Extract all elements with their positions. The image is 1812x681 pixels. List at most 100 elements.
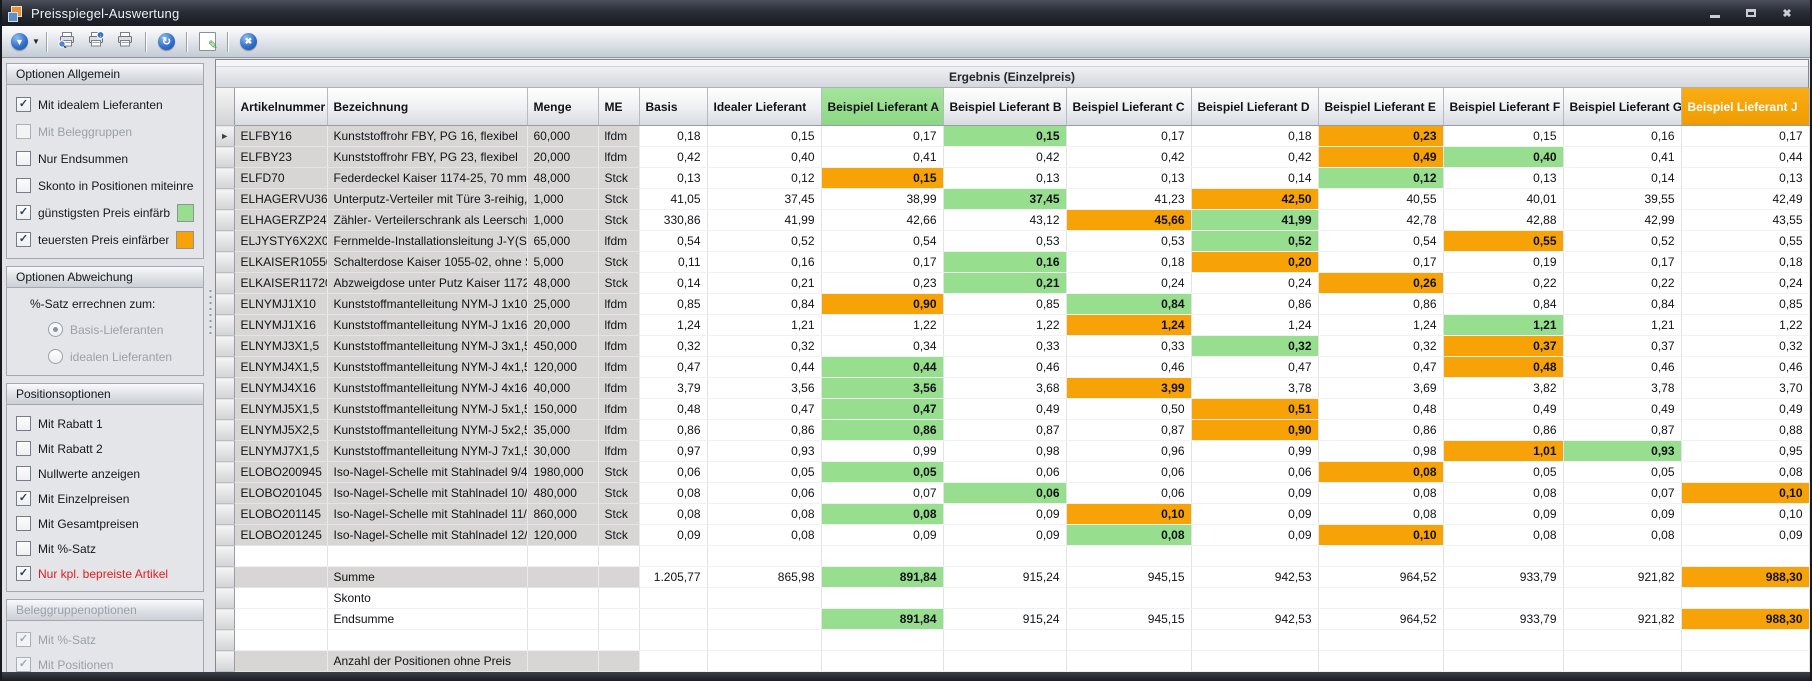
cell-lieferant-b[interactable]: 43,12 xyxy=(943,209,1067,231)
cell-lieferant-a[interactable]: 0,09 xyxy=(821,524,944,546)
column-header-me[interactable]: ME xyxy=(598,88,640,126)
cell-lieferant-c[interactable]: 0,17 xyxy=(1066,125,1192,147)
cell-lieferant-b[interactable]: 0,16 xyxy=(943,251,1067,273)
cell-idealer-lieferant[interactable]: 0,52 xyxy=(707,230,822,252)
splitter[interactable] xyxy=(207,58,215,672)
cell-bezeichnung[interactable]: Zähler- Verteilerschrank als Leerschra..… xyxy=(327,209,528,231)
cell-lieferant-j[interactable]: 0,55 xyxy=(1681,230,1810,252)
cell-lieferant-c[interactable]: 0,53 xyxy=(1066,230,1192,252)
cell-me[interactable]: lfdm xyxy=(598,125,640,147)
cell-basis[interactable]: 330,86 xyxy=(639,209,708,231)
cell-basis[interactable]: 0,32 xyxy=(639,335,708,357)
cell-bezeichnung[interactable]: Kunststoffrohr FBY, PG 23, flexibel xyxy=(327,146,528,168)
cell-lieferant-b[interactable]: 0,49 xyxy=(943,398,1067,420)
cell-lieferant-g[interactable]: 0,84 xyxy=(1563,293,1682,315)
cell-lieferant-c[interactable]: 45,66 xyxy=(1066,209,1192,231)
column-header-lieferant-a[interactable]: Beispiel Lieferant A xyxy=(821,88,944,126)
row-indicator[interactable] xyxy=(216,503,235,525)
cell-lieferant-g[interactable]: 0,93 xyxy=(1563,440,1682,462)
checkbox-icon[interactable] xyxy=(16,416,31,431)
row-indicator[interactable] xyxy=(216,482,235,504)
cell-lieferant-g[interactable]: 0,08 xyxy=(1563,524,1682,546)
cell-lieferant-e[interactable]: 1,24 xyxy=(1318,314,1444,336)
cell-me[interactable]: lfdm xyxy=(598,314,640,336)
cell-lieferant-g[interactable]: 3,78 xyxy=(1563,377,1682,399)
cell-bezeichnung[interactable]: Fernmelde-Installationsleitung J-Y(ST)..… xyxy=(327,230,528,252)
cell-menge[interactable]: 1,000 xyxy=(527,188,599,210)
table-row[interactable]: ELNYMJ1X16 Kunststoffmantelleitung NYM-J … xyxy=(216,314,1810,336)
cell-basis[interactable]: 0,54 xyxy=(639,230,708,252)
cell-menge[interactable]: 5,000 xyxy=(527,251,599,273)
cell-basis[interactable]: 0,06 xyxy=(639,461,708,483)
cell-lieferant-c[interactable]: 1,24 xyxy=(1066,314,1192,336)
print-preview-button[interactable] xyxy=(54,30,81,54)
checkbox-icon[interactable] xyxy=(16,466,31,481)
row-indicator[interactable] xyxy=(216,230,235,252)
row-indicator[interactable] xyxy=(216,524,235,546)
cell-me[interactable]: lfdm xyxy=(598,356,640,378)
cell-lieferant-c[interactable]: 0,13 xyxy=(1066,167,1192,189)
table-row[interactable]: ELNYMJ5X1,5 Kunststoffmantelleitung NYM-J… xyxy=(216,398,1810,420)
column-header-bezeichnung[interactable]: Bezeichnung xyxy=(327,88,528,126)
checkbox-icon[interactable]: ✓ xyxy=(16,566,31,581)
checkbox-icon[interactable] xyxy=(16,151,31,166)
cell-lieferant-j[interactable]: 0,10 xyxy=(1681,482,1810,504)
cell-lieferant-b[interactable]: 0,98 xyxy=(943,440,1067,462)
cell-artikelnummer[interactable]: ELNYMJ1X16 xyxy=(234,314,328,336)
checkbox-nullwerte-anzeigen[interactable]: Nullwerte anzeigen xyxy=(14,461,196,486)
cell-lieferant-e[interactable]: 0,32 xyxy=(1318,335,1444,357)
cell-lieferant-e[interactable]: 0,26 xyxy=(1318,272,1444,294)
table-row[interactable]: ELNYMJ4X16 Kunststoffmantelleitung NYM-J … xyxy=(216,377,1810,399)
cell-lieferant-f[interactable]: 0,86 xyxy=(1443,419,1564,441)
cell-lieferant-g[interactable]: 1,21 xyxy=(1563,314,1682,336)
row-indicator[interactable] xyxy=(216,251,235,273)
cell-lieferant-g[interactable]: 0,52 xyxy=(1563,230,1682,252)
cell-idealer-lieferant[interactable]: 0,21 xyxy=(707,272,822,294)
cell-lieferant-j[interactable]: 0,32 xyxy=(1681,335,1810,357)
refresh-button[interactable]: ↻ xyxy=(153,30,180,54)
cell-lieferant-b[interactable]: 3,68 xyxy=(943,377,1067,399)
table-row[interactable]: ELNYMJ5X2,5 Kunststoffmantelleitung NYM-J… xyxy=(216,419,1810,441)
cell-lieferant-b[interactable]: 0,13 xyxy=(943,167,1067,189)
cell-basis[interactable]: 0,48 xyxy=(639,398,708,420)
cell-artikelnummer[interactable]: ELJYSTY6X2X0,8 xyxy=(234,230,328,252)
cell-basis[interactable]: 1,24 xyxy=(639,314,708,336)
cell-basis[interactable]: 0,47 xyxy=(639,356,708,378)
cell-lieferant-e[interactable]: 0,10 xyxy=(1318,524,1444,546)
cell-lieferant-g[interactable]: 0,87 xyxy=(1563,419,1682,441)
checkbox-icon[interactable] xyxy=(16,516,31,531)
table-row[interactable]: ELOBO201245 Iso-Nagel-Schelle mit Stahlna… xyxy=(216,524,1810,546)
table-row[interactable]: ELJYSTY6X2X0,8Fernmelde-Installationslei… xyxy=(216,230,1810,252)
cell-lieferant-b[interactable]: 0,09 xyxy=(943,503,1067,525)
cell-artikelnummer[interactable]: ELKAISER117202 xyxy=(234,272,328,294)
row-indicator[interactable] xyxy=(216,440,235,462)
cell-menge[interactable]: 20,000 xyxy=(527,314,599,336)
cell-lieferant-c[interactable]: 0,10 xyxy=(1066,503,1192,525)
cell-menge[interactable]: 1980,000 xyxy=(527,461,599,483)
checkbox-icon[interactable]: ✓ xyxy=(16,491,31,506)
column-header-lieferant-g[interactable]: Beispiel Lieferant G xyxy=(1563,88,1682,126)
cell-bezeichnung[interactable]: Kunststoffmantelleitung NYM-J 1x16 q... xyxy=(327,314,528,336)
cell-idealer-lieferant[interactable]: 0,12 xyxy=(707,167,822,189)
cell-lieferant-g[interactable]: 0,05 xyxy=(1563,461,1682,483)
cell-lieferant-j[interactable]: 43,55 xyxy=(1681,209,1810,231)
cell-lieferant-a[interactable]: 0,17 xyxy=(821,251,944,273)
cell-idealer-lieferant[interactable]: 1,21 xyxy=(707,314,822,336)
cell-lieferant-f[interactable]: 0,37 xyxy=(1443,335,1564,357)
cell-bezeichnung[interactable]: Abzweigdose unter Putz Kaiser 1172-02 xyxy=(327,272,528,294)
cell-lieferant-f[interactable]: 42,88 xyxy=(1443,209,1564,231)
cell-lieferant-j[interactable]: 1,22 xyxy=(1681,314,1810,336)
cell-lieferant-g[interactable]: 0,14 xyxy=(1563,167,1682,189)
cell-lieferant-a[interactable]: 0,08 xyxy=(821,503,944,525)
cell-idealer-lieferant[interactable]: 3,56 xyxy=(707,377,822,399)
cell-lieferant-b[interactable]: 1,22 xyxy=(943,314,1067,336)
column-header-lieferant-d[interactable]: Beispiel Lieferant D xyxy=(1191,88,1319,126)
checkbox-mit-einzelpreisen[interactable]: ✓ Mit Einzelpreisen xyxy=(14,486,196,511)
row-indicator[interactable] xyxy=(216,146,235,168)
cell-me[interactable]: Stck xyxy=(598,167,640,189)
cell-me[interactable]: lfdm xyxy=(598,293,640,315)
cell-lieferant-j[interactable]: 3,70 xyxy=(1681,377,1810,399)
table-row[interactable]: ELFBY23 Kunststoffrohr FBY, PG 23, flexib… xyxy=(216,146,1810,168)
cell-basis[interactable]: 0,08 xyxy=(639,482,708,504)
cell-lieferant-c[interactable]: 0,06 xyxy=(1066,482,1192,504)
